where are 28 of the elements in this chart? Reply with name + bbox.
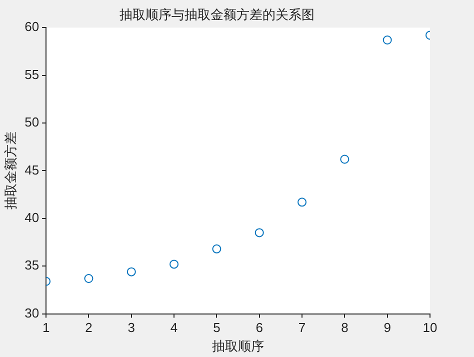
y-axis-title: 抽取金额方差 — [3, 132, 20, 210]
point — [126, 267, 136, 276]
x-tick-label: 3 — [128, 320, 135, 336]
point — [212, 244, 222, 254]
point — [84, 274, 94, 283]
x-tick-label: 4 — [170, 320, 178, 336]
x-tick-label: 5 — [213, 320, 220, 336]
x-tick-label: 2 — [85, 320, 92, 336]
y-tick-label: 40 — [24, 210, 40, 225]
point — [382, 36, 392, 44]
x-tick-label: 8 — [341, 320, 348, 336]
y-tick-label: 45 — [24, 162, 40, 178]
x-tick-label: 10 — [422, 320, 438, 336]
y-tick-label: 55 — [24, 66, 40, 82]
point — [170, 260, 179, 269]
point — [340, 154, 350, 164]
chart-title: 抽取顺序与抽取金额方差的关系图 — [120, 7, 314, 24]
y-tick-label: 60 — [24, 19, 40, 34]
y-tick-label: 35 — [24, 258, 40, 273]
y-tick-label: 50 — [24, 114, 40, 130]
x-tick-label: 7 — [298, 320, 306, 336]
x-axis-title: 抽取顺序 — [212, 338, 264, 355]
x-tick-label: 1 — [42, 320, 50, 336]
point — [254, 228, 264, 238]
x-tick-label: 6 — [256, 320, 263, 336]
y-tick-label: 30 — [24, 305, 40, 320]
point — [298, 198, 307, 207]
x-tick-label: 9 — [384, 320, 391, 336]
